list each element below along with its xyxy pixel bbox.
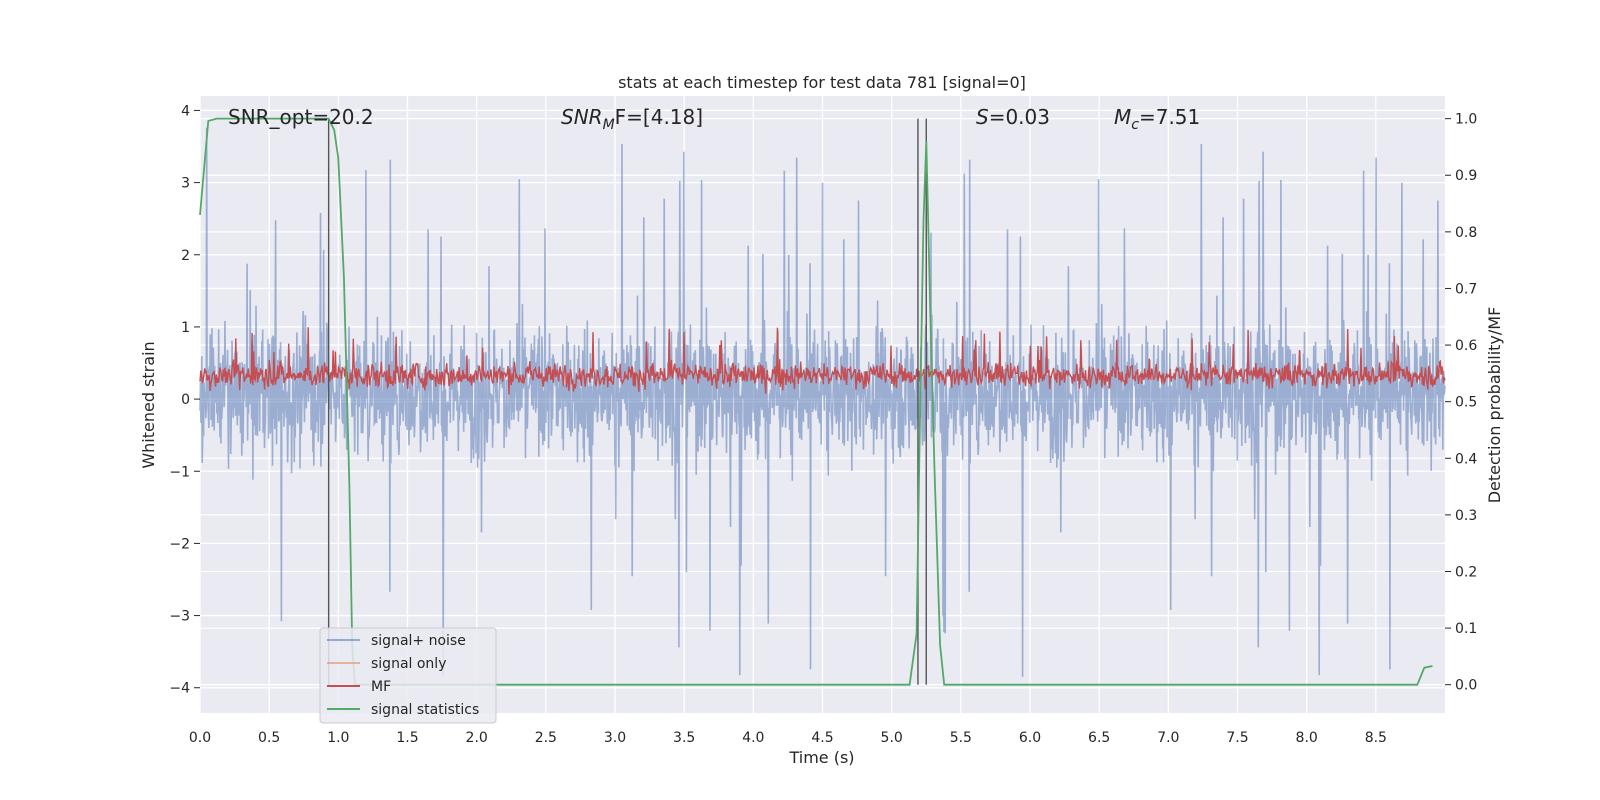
x-tick-label: 4.5 (811, 730, 833, 746)
annotation-mc-var: M (1114, 105, 1131, 129)
annotation-snr-mf: SNRMF=[4.18] (561, 105, 703, 133)
x-tick-label: 1.0 (327, 730, 349, 746)
x-tick-label: 8.0 (1296, 730, 1318, 746)
legend-label-signal: signal only (371, 656, 446, 672)
series-signal-statistics-line (199, 117, 1433, 686)
x-tick-label: 8.5 (1365, 730, 1387, 746)
signal-statistics-series (199, 117, 1433, 686)
y-axis-right-label: Detection probability/MF (1485, 307, 1504, 504)
annotation-s-var: S (976, 105, 989, 129)
chart-title: stats at each timestep for test data 781… (618, 73, 1026, 92)
y-tick-label-left: −4 (169, 681, 190, 697)
x-tick-label: 6.5 (1088, 730, 1110, 746)
legend-label-mf: MF (371, 679, 391, 695)
y-axis-right-ticks: 1.0 0.9 0.8 0.7 0.6 0.5 0.4 0.3 0.2 0.1 0.0 (1445, 112, 1477, 694)
x-tick-label: 6.0 (1019, 730, 1041, 746)
annotation-mc: Mc=7.51 (1114, 105, 1200, 133)
y-tick-label-right: 0.4 (1455, 451, 1477, 467)
legend-box (319, 627, 497, 724)
annotation-snr-mf-base: SNR (561, 105, 603, 129)
y-tick-label-left: −3 (169, 609, 190, 625)
annotation-s: S=0.03 (976, 105, 1050, 129)
y-tick-label-left: 4 (181, 103, 190, 119)
legend-label-noise: signal+ noise (371, 633, 466, 649)
series-mf-line (199, 327, 1446, 395)
annotation-mc-value: =7.51 (1139, 105, 1200, 129)
y-tick-label-left: −2 (169, 536, 190, 552)
x-axis-label: Time (s) (788, 748, 854, 767)
legend: signal+ noise signal only MF signal stat… (319, 627, 497, 724)
x-tick-label: 0.5 (258, 730, 280, 746)
y-tick-label-left: −1 (169, 464, 190, 480)
y-tick-label-left: 3 (181, 176, 190, 192)
y-tick-label-right: 0.9 (1455, 168, 1477, 184)
y-axis-left-ticks: 4 3 2 1 0 −1 −2 −3 −4 (169, 103, 200, 697)
x-tick-label: 7.0 (1157, 730, 1179, 746)
x-tick-label: 5.0 (881, 730, 903, 746)
annotation-s-value: =0.03 (989, 105, 1050, 129)
x-tick-label: 2.5 (535, 730, 557, 746)
series-signal-noise-line (199, 127, 1446, 678)
x-tick-label: 3.0 (604, 730, 626, 746)
annotation-snr-opt: SNR_opt=20.2 (228, 105, 374, 129)
legend-label-stats: signal statistics (371, 702, 479, 718)
mf-series (199, 327, 1446, 395)
y-tick-label-right: 0.3 (1455, 508, 1477, 524)
x-tick-label: 0.0 (189, 730, 211, 746)
y-axis-left-label: Whitened strain (139, 341, 158, 468)
y-tick-label-right: 0.6 (1455, 338, 1477, 354)
y-tick-label-left: 2 (181, 248, 190, 264)
y-tick-label-right: 0.5 (1455, 395, 1477, 411)
y-tick-label-right: 0.1 (1455, 621, 1477, 637)
x-tick-label: 4.0 (742, 730, 764, 746)
annotation-snr-mf-sub: M (603, 117, 615, 133)
y-tick-label-right: 1.0 (1455, 112, 1477, 128)
x-tick-label: 5.5 (950, 730, 972, 746)
y-tick-label-right: 0.0 (1455, 678, 1477, 694)
annotation-snr-mf-rest: F=[4.18] (615, 105, 703, 129)
noise-series (199, 127, 1446, 678)
x-tick-label: 3.5 (673, 730, 695, 746)
y-tick-label-left: 0 (181, 392, 190, 408)
x-tick-label: 2.0 (466, 730, 488, 746)
x-tick-label: 1.5 (396, 730, 418, 746)
annotation-mc-sub: c (1131, 117, 1139, 133)
y-tick-label-right: 0.2 (1455, 564, 1477, 580)
y-tick-label-right: 0.8 (1455, 225, 1477, 241)
x-tick-label: 7.5 (1226, 730, 1248, 746)
y-tick-label-right: 0.7 (1455, 281, 1477, 297)
x-axis-ticks: 0.0 0.5 1.0 1.5 2.0 2.5 3.0 3.5 4.0 4.5 5.0 5.5 6.0 6… (189, 730, 1387, 746)
y-tick-label-left: 1 (181, 320, 190, 336)
